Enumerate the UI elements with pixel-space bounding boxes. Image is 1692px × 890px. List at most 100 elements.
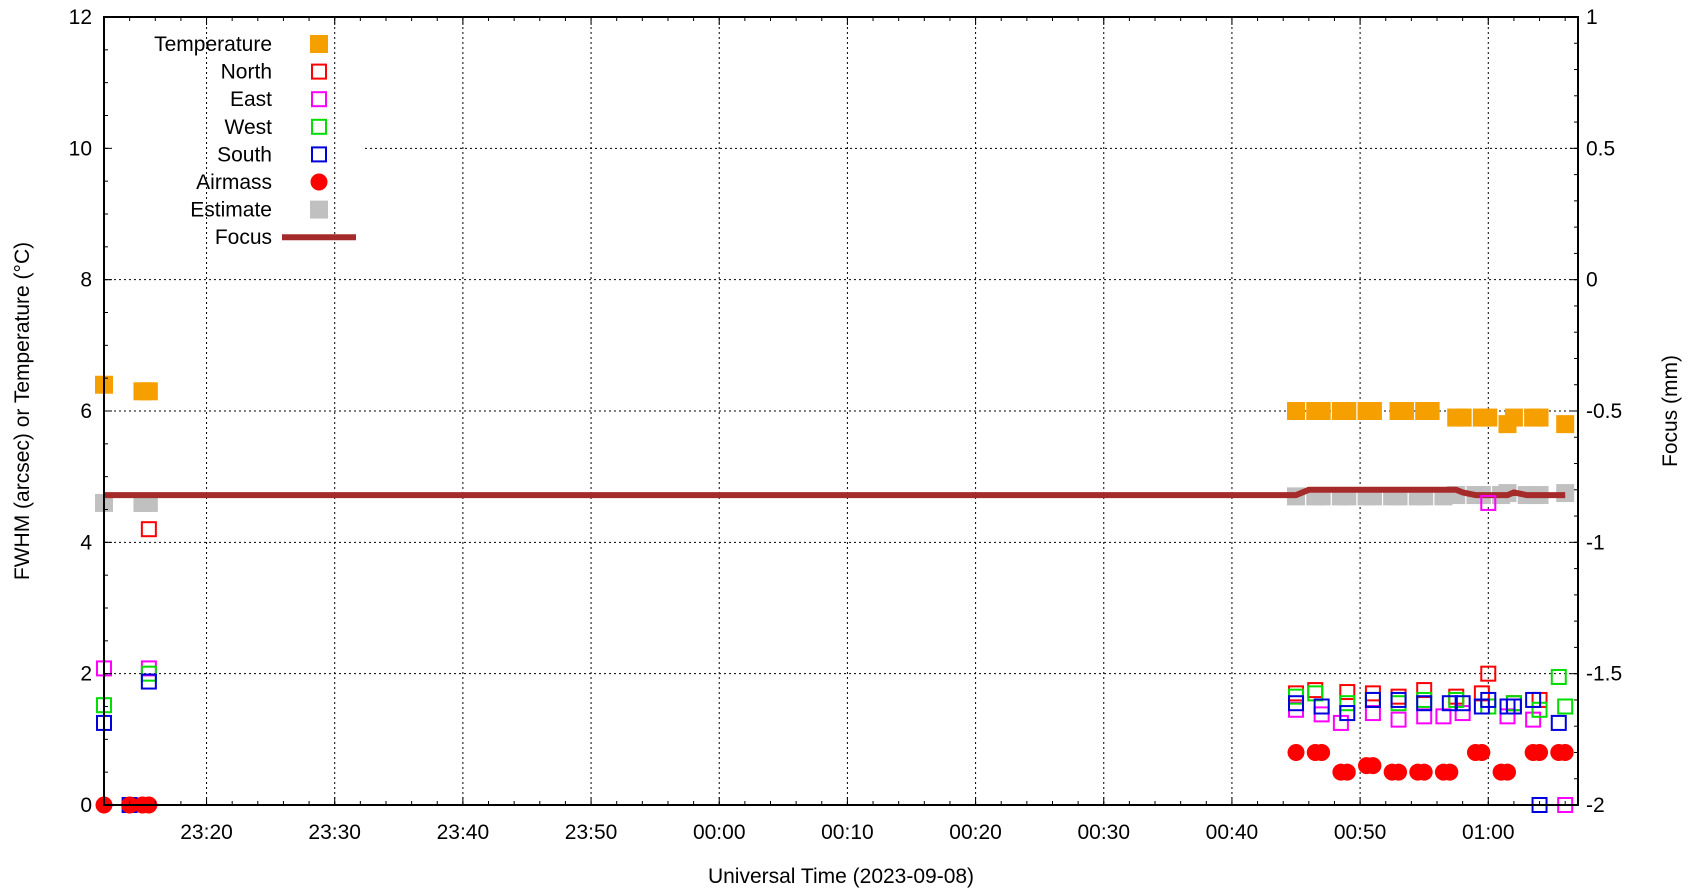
y2-tick-label: 0 xyxy=(1586,269,1598,292)
airmass-point xyxy=(1531,743,1549,761)
north-point xyxy=(1339,684,1356,701)
legend-item-focus: Focus xyxy=(215,226,356,249)
temperature-point xyxy=(1395,402,1414,420)
south-point xyxy=(140,673,157,690)
legend-label: East xyxy=(230,88,272,111)
east-point xyxy=(1435,708,1452,725)
west-point xyxy=(1557,698,1574,715)
west-point xyxy=(1307,685,1324,702)
x-axis-label: Universal Time (2023-09-08) xyxy=(708,865,974,888)
south-point xyxy=(1313,698,1330,715)
south-point xyxy=(1505,698,1522,715)
x-tick-label: 00:10 xyxy=(821,821,874,844)
south-point xyxy=(1416,695,1433,712)
y-tick-label: 0 xyxy=(80,794,92,817)
legend-label: Estimate xyxy=(190,199,272,222)
y-axis-label: FWHM (arcsec) or Temperature (°C) xyxy=(11,242,34,580)
y2-tick-label: 0.5 xyxy=(1586,137,1615,160)
legend-swatch xyxy=(310,35,328,53)
temperature-point xyxy=(139,382,158,401)
series-south xyxy=(96,673,1567,813)
temperature-point xyxy=(1421,402,1440,420)
series-temperature xyxy=(95,375,1575,434)
temperature-point xyxy=(1287,402,1306,420)
legend-label: Airmass xyxy=(196,171,272,194)
legend-swatch xyxy=(311,91,327,108)
west-point xyxy=(1550,668,1567,685)
legend-swatch xyxy=(311,118,327,135)
y2-tick-label: -0.5 xyxy=(1586,400,1622,423)
airmass-point xyxy=(1390,763,1408,781)
legend-label: Focus xyxy=(215,226,272,249)
x-tick-label: 23:30 xyxy=(308,821,361,844)
series-west xyxy=(96,665,1574,718)
legend-item-east: East xyxy=(230,88,327,111)
south-point xyxy=(1390,691,1407,708)
north-point xyxy=(1480,665,1497,682)
west-point xyxy=(1416,691,1433,708)
focus-line xyxy=(104,486,1566,499)
north-point xyxy=(140,521,157,538)
temperature-point xyxy=(1312,402,1331,420)
legend-item-south: South xyxy=(217,143,327,166)
x-tick-label: 00:30 xyxy=(1077,821,1130,844)
x-tick-label: 23:20 xyxy=(180,821,233,844)
x-tick-label: 01:00 xyxy=(1462,821,1515,844)
temperature-point xyxy=(1479,408,1498,427)
legend-label: North xyxy=(221,61,272,84)
y2-tick-label: -1.5 xyxy=(1586,663,1622,686)
airmass-point xyxy=(1313,743,1331,761)
series-focus xyxy=(104,486,1566,499)
south-point xyxy=(1288,695,1305,712)
x-tick-label: 00:40 xyxy=(1206,821,1259,844)
legend-item-airmass: Airmass xyxy=(196,171,328,194)
legend-swatch xyxy=(310,173,328,191)
estimate-point xyxy=(139,493,158,512)
grid xyxy=(104,17,1578,805)
south-point xyxy=(1550,714,1567,731)
y2-tick-label: -2 xyxy=(1586,794,1605,817)
legend-label: West xyxy=(225,116,273,139)
east-point xyxy=(1416,708,1433,725)
temperature-point xyxy=(1363,402,1382,420)
north-point xyxy=(1416,682,1433,699)
temperature-point xyxy=(1556,415,1575,434)
airmass-point xyxy=(1415,763,1433,781)
temperature-point xyxy=(1504,408,1523,427)
y2-axis-label: Focus (mm) xyxy=(1659,355,1682,467)
y-tick-label: 10 xyxy=(69,137,92,160)
series-north xyxy=(140,521,1548,712)
legend-swatch xyxy=(311,63,327,80)
south-point xyxy=(1454,695,1471,712)
airmass-point xyxy=(1287,743,1305,761)
airmass-point xyxy=(1441,763,1459,781)
east-point xyxy=(140,660,157,677)
legend-label: South xyxy=(217,143,272,166)
east-point xyxy=(1390,711,1407,728)
x-tick-label: 23:40 xyxy=(437,821,490,844)
y-tick-label: 8 xyxy=(80,269,92,292)
south-point xyxy=(1339,705,1356,722)
legend: Temperature North East West South Airmass Esti… xyxy=(154,33,356,249)
airmass-point xyxy=(1499,763,1517,781)
north-point xyxy=(1288,685,1305,702)
y-tick-label: 12 xyxy=(69,6,92,29)
legend-item-temperature: Temperature xyxy=(154,33,328,56)
west-point xyxy=(1339,695,1356,712)
airmass-point xyxy=(1556,743,1574,761)
south-point xyxy=(1480,691,1497,708)
south-point xyxy=(1525,691,1542,708)
legend-item-estimate: Estimate xyxy=(190,199,328,222)
y-tick-label: 4 xyxy=(80,531,92,554)
north-point xyxy=(1307,682,1324,699)
plot-area xyxy=(95,375,1575,814)
y2-tick-label: -1 xyxy=(1586,531,1605,554)
y-tick-label: 6 xyxy=(80,400,92,423)
legend-item-north: North xyxy=(221,61,327,84)
airmass-point xyxy=(1473,743,1491,761)
temperature-point xyxy=(1453,408,1472,427)
airmass-point xyxy=(1364,757,1382,775)
y2-tick-label: 1 xyxy=(1586,6,1598,29)
legend-swatch xyxy=(311,146,327,163)
temperature-point xyxy=(1338,402,1357,420)
